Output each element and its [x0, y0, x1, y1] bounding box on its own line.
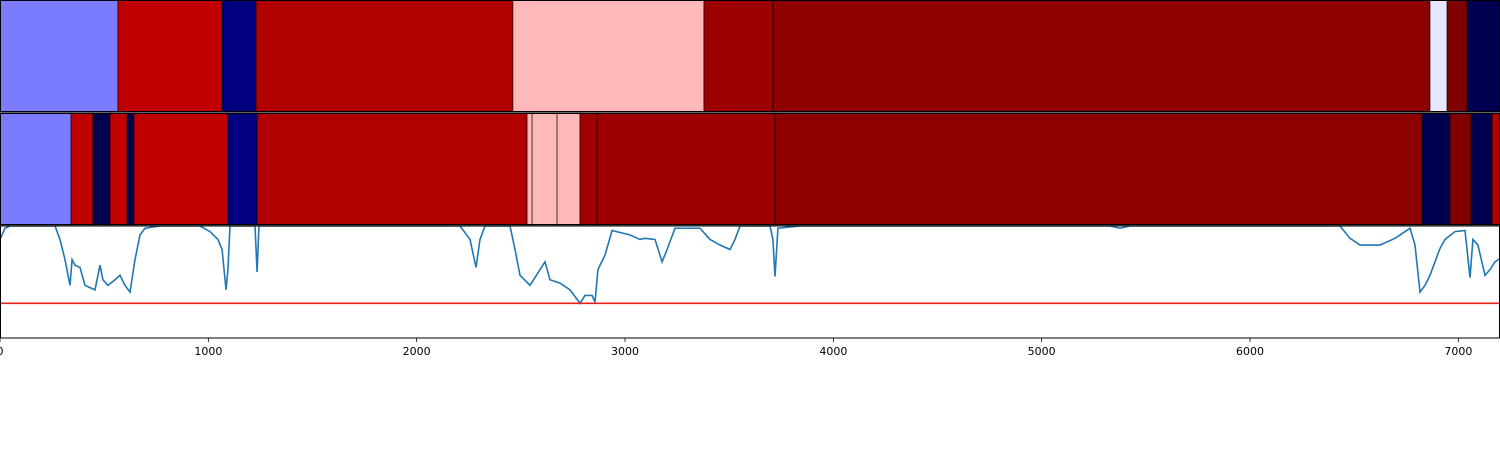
segment: [1449, 112, 1472, 226]
segment: [772, 0, 1431, 113]
segment: [1421, 112, 1451, 226]
segment: [1491, 112, 1500, 226]
segment: [109, 112, 128, 226]
x-tick-label: 4000: [819, 345, 847, 358]
x-tick-label: 3000: [611, 345, 639, 358]
x-tick-label: 1000: [194, 345, 222, 358]
line-series: [0, 226, 1500, 305]
segment: [1446, 0, 1468, 113]
segment: [1470, 112, 1493, 226]
segment: [117, 0, 223, 113]
segment: [133, 112, 229, 226]
segment: [774, 112, 1423, 226]
segment: [126, 112, 135, 226]
segment: [526, 112, 533, 226]
x-tick-label: 0: [0, 345, 4, 358]
x-tick-label: 5000: [1028, 345, 1056, 358]
segment: [0, 112, 72, 226]
x-tick-label: 6000: [1236, 345, 1264, 358]
segment: [531, 112, 558, 226]
segment: [92, 112, 111, 226]
segment: [1429, 0, 1448, 113]
segment: [256, 112, 528, 226]
segment: [70, 112, 94, 226]
segment: [596, 112, 776, 226]
segment: [0, 0, 119, 113]
segment: [1466, 0, 1500, 113]
segment: [579, 112, 598, 226]
x-tick-label: 2000: [403, 345, 431, 358]
segment: [512, 0, 705, 113]
segment: [227, 112, 258, 226]
segment: [255, 0, 514, 113]
segment: [221, 0, 257, 113]
segment: [556, 112, 581, 226]
segment: [703, 0, 774, 113]
x-tick-label: 7000: [1444, 345, 1472, 358]
